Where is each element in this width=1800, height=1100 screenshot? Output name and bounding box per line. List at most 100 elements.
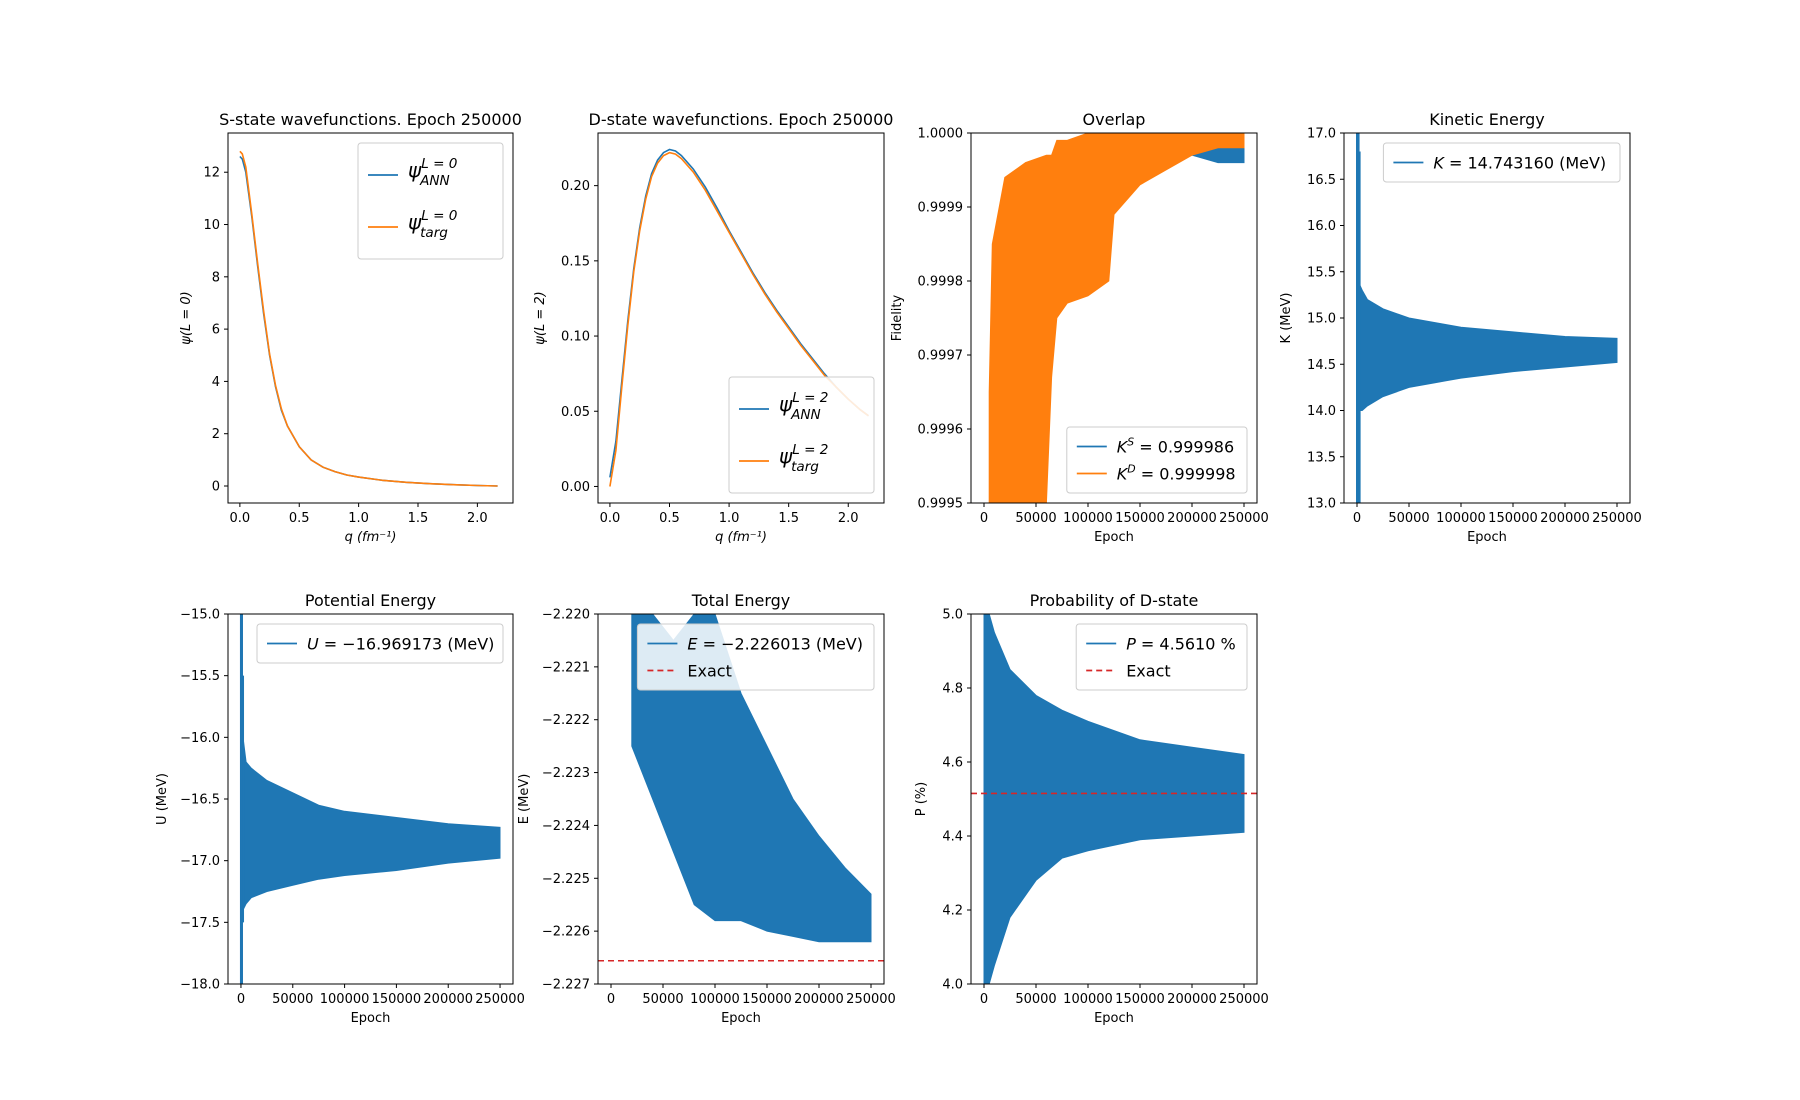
x-tick-label: 0 [1353, 511, 1361, 526]
x-tick-label: 2.0 [467, 511, 488, 526]
y-tick-label: 0 [212, 480, 220, 495]
x-tick-label: 1.5 [778, 511, 799, 526]
x-tick-label: 50000 [272, 992, 313, 1007]
x-tick-label: 100000 [320, 992, 370, 1007]
y-tick-label: −2.227 [542, 978, 590, 993]
x-tick-label: 1.0 [719, 511, 740, 526]
panel-s_state: 0.0 0.5 1.0 1.5 2.0 0 2 4 6 8 10 12 S-state wavefunc… [179, 110, 522, 545]
x-axis-label: Epoch [1094, 1011, 1134, 1026]
legend-label: ψL = 0 targ [408, 208, 457, 241]
axes-frame [227, 132, 514, 504]
panel-potential: 0 50000 100000 150000 200000 250000 −18.0 −17.5… [155, 591, 525, 1026]
x-tick-label: 50000 [642, 992, 683, 1007]
y-tick-label: −2.220 [542, 608, 590, 623]
series-potential-band-0 [242, 737, 501, 911]
chart-title: Potential Energy [305, 591, 436, 610]
x-tick-label: 0.5 [289, 511, 310, 526]
legend-symbol: ψ [779, 444, 793, 468]
chart-title: Kinetic Energy [1429, 110, 1545, 129]
x-tick-label: 250000 [1219, 511, 1269, 526]
plot-area [971, 614, 1257, 984]
chart-title: Probability of D-state [1030, 591, 1199, 610]
x-tick-label: 200000 [1540, 511, 1590, 526]
x-tick-label: 0 [237, 992, 245, 1007]
legend-box [1075, 623, 1248, 691]
legend-symbol: K [1117, 465, 1129, 484]
series-d_state-line-1 [609, 151, 869, 487]
panel-overlap: 0 50000 100000 150000 200000 250000 0.9995 0.99… [890, 110, 1269, 545]
y-tick-label: 4 [212, 375, 220, 390]
legend-superscript: L = 2 [792, 442, 828, 458]
y-tick-label: 1.0000 [918, 127, 964, 142]
x-axis-label: q (fm⁻¹) [345, 530, 397, 545]
x-tick-label: 150000 [1488, 511, 1538, 526]
plot-area [1356, 133, 1618, 503]
y-tick-label: −2.222 [542, 713, 590, 728]
x-tick-label: 250000 [475, 992, 525, 1007]
legend-subscript: ANN [790, 407, 821, 423]
x-tick-label: 0 [980, 992, 988, 1007]
panel-kinetic: 0 50000 100000 150000 200000 250000 13.0 13.5 14… [1279, 110, 1642, 545]
y-tick-label: 13.5 [1307, 450, 1336, 465]
legend: K = 14.743160 (MeV) [1382, 142, 1621, 183]
y-tick-label: 10 [203, 218, 220, 233]
legend-label: E = −2.226013 (MeV) [687, 635, 863, 654]
y-tick-label: 0.10 [561, 330, 590, 345]
legend-superscript: L = 0 [421, 208, 457, 224]
x-tick-label: 200000 [1167, 511, 1217, 526]
legend-box [1066, 426, 1248, 494]
x-tick-label: 0.0 [230, 511, 251, 526]
axes-frame [970, 613, 1258, 985]
x-tick-label: 100000 [1063, 992, 1113, 1007]
x-tick-label: 150000 [372, 992, 422, 1007]
x-tick-label: 0 [980, 511, 988, 526]
legend-box [256, 623, 504, 664]
legend-label: ψL = 2 ANN [779, 390, 828, 423]
y-tick-label: −16.0 [180, 731, 220, 746]
series-total-band-0 [631, 614, 872, 943]
y-tick-label: −2.223 [542, 766, 590, 781]
y-tick-label: 0.00 [561, 480, 590, 495]
y-tick-label: 16.5 [1307, 173, 1336, 188]
legend-label: P = 4.5610 % [1126, 635, 1236, 654]
y-tick-label: −18.0 [180, 978, 220, 993]
x-axis-label: Epoch [1467, 530, 1507, 545]
y-tick-label: 0.9996 [918, 423, 964, 438]
y-axis-label: P (%) [914, 782, 929, 816]
y-axis-label: Fidelity [890, 294, 905, 341]
legend-label: ψL = 0 ANN [408, 156, 457, 189]
y-tick-label: 4.0 [942, 978, 963, 993]
x-tick-label: 50000 [1388, 511, 1429, 526]
legend-value: = 0.999986 [1134, 438, 1234, 457]
legend-label: U = −16.969173 (MeV) [307, 635, 494, 654]
legend: P = 4.5610 % Exact [1075, 623, 1248, 691]
y-axis-label: ψ(L = 0) [179, 291, 194, 344]
x-tick-label: 200000 [423, 992, 473, 1007]
y-tick-label: 14.5 [1307, 358, 1336, 373]
y-tick-label: 13.0 [1307, 497, 1336, 512]
legend-value: = −16.969173 (MeV) [319, 635, 495, 654]
panel-probability: 0 50000 100000 150000 200000 250000 4.0 4.2 4.4 4… [914, 591, 1269, 1026]
y-tick-label: 15.0 [1307, 312, 1336, 327]
x-tick-label: 250000 [1219, 992, 1269, 1007]
x-tick-label: 0.0 [600, 511, 621, 526]
x-axis-label: Epoch [721, 1011, 761, 1026]
legend-superscript: L = 2 [792, 390, 828, 406]
legend-value: = 4.5610 % [1136, 635, 1236, 654]
y-tick-label: −2.225 [542, 872, 590, 887]
chart-title: Overlap [1083, 110, 1146, 129]
legend-symbol: K [1117, 438, 1129, 457]
y-tick-label: 15.5 [1307, 265, 1336, 280]
plot-area [988, 133, 1245, 503]
x-axis-label: Epoch [351, 1011, 391, 1026]
y-axis-label: K (MeV) [1279, 293, 1294, 344]
legend-symbol: P [1126, 635, 1136, 654]
legend-box [636, 623, 875, 691]
x-tick-label: 50000 [1015, 511, 1056, 526]
y-tick-label: 14.0 [1307, 404, 1336, 419]
y-tick-label: −17.0 [180, 854, 220, 869]
y-tick-label: 6 [212, 323, 220, 338]
